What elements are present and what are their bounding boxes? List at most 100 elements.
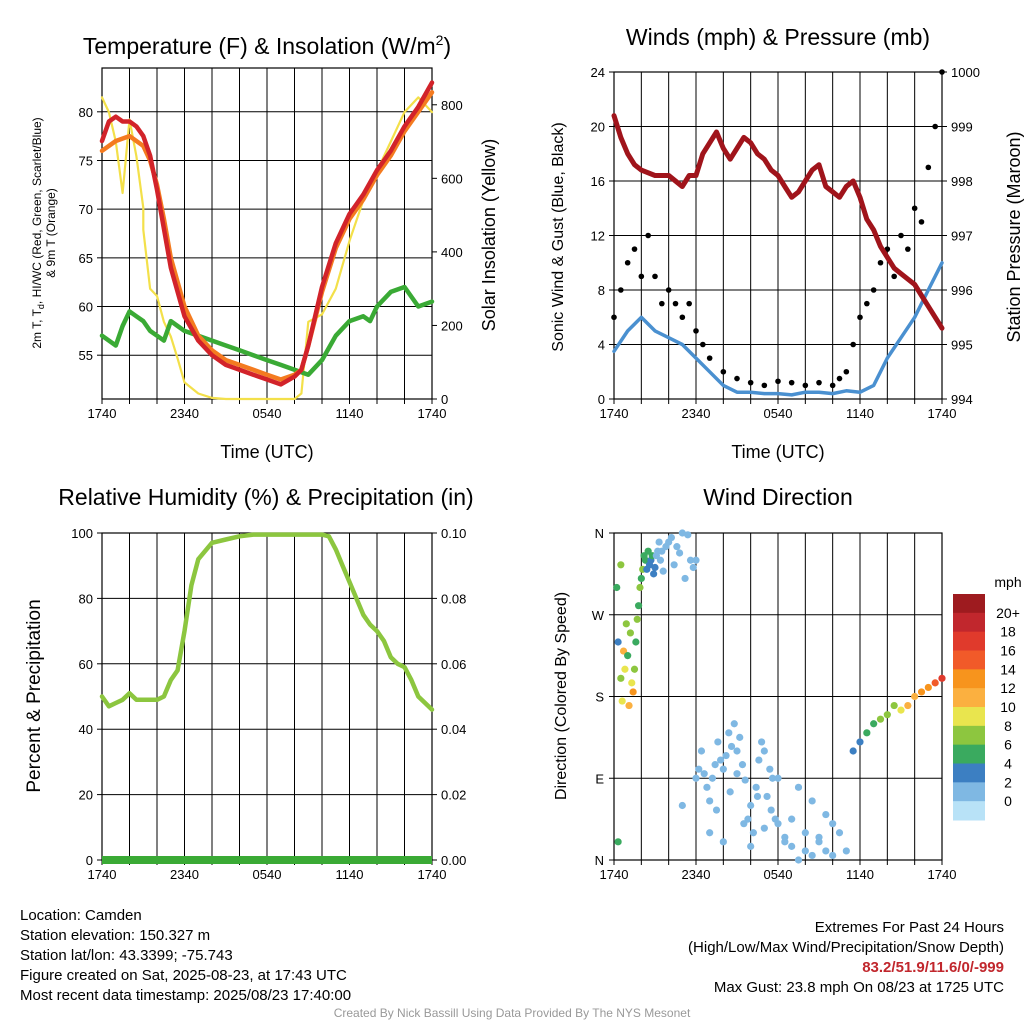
wind-direction-point	[938, 674, 946, 682]
wind-direction-point	[613, 583, 621, 592]
y2-tick-label: 800	[441, 98, 463, 113]
y2-tick-label: 400	[441, 245, 463, 260]
legend-swatch	[953, 594, 985, 614]
x-tick-label: 0540	[253, 867, 282, 882]
wind-direction-point	[625, 701, 633, 710]
y2-tick-label: 600	[441, 171, 463, 186]
wind-direction-point	[659, 567, 667, 575]
legend-label: 12	[1000, 680, 1016, 696]
y2-axis-label: Solar Insolation (Yellow)	[479, 139, 499, 331]
legend-swatch	[953, 763, 985, 783]
legend-label: 20+	[996, 605, 1020, 621]
gust-point	[761, 382, 768, 389]
y2-tick-label: 997	[951, 229, 973, 244]
y-tick-label: 40	[79, 722, 93, 737]
wind-direction-point	[706, 829, 714, 837]
y-tick-label: 4	[598, 338, 605, 353]
wind-direction-point	[725, 729, 733, 737]
y-tick-label: N	[595, 526, 604, 541]
wind-direction-point	[741, 776, 749, 784]
wind-direction-point	[904, 701, 912, 710]
y-tick-label: 75	[79, 153, 93, 168]
x-tick-label: 2340	[682, 406, 711, 421]
wind-direction-point	[842, 847, 850, 855]
wind-direction-point	[684, 531, 692, 539]
gust-point	[775, 378, 781, 385]
legend-swatch	[953, 744, 985, 764]
wind-direction-point	[794, 783, 803, 791]
y-tick-label: 80	[79, 105, 93, 120]
wind-direction-point	[822, 847, 830, 855]
gust-point	[918, 219, 925, 225]
x-tick-label: 2340	[682, 867, 711, 882]
x-tick-label: 1140	[336, 406, 364, 421]
y2-tick-label: 999	[951, 120, 973, 135]
wind-direction-point	[655, 538, 663, 546]
legend-swatch	[953, 612, 985, 633]
wind-direction-point	[692, 774, 700, 782]
legend-swatch	[953, 707, 985, 727]
wind-direction-point	[637, 574, 645, 583]
extremes-title: Extremes For Past 24 Hours	[814, 919, 1004, 936]
wind-direction-point	[876, 715, 885, 723]
panel-title-winds: Winds (mph) & Pressure (mb)	[626, 24, 930, 50]
wind-direction-point	[747, 842, 755, 850]
gust-point	[905, 246, 911, 252]
wind-direction-point	[897, 706, 905, 714]
y-tick-label: 60	[79, 300, 93, 315]
wind-direction-point	[890, 701, 898, 710]
y-axis-label: Sonic Wind & Gust (Blue, Black)	[550, 122, 567, 351]
wind-direction-point	[752, 783, 760, 791]
y-axis-label: Percent & Precipitation	[24, 599, 45, 792]
wind-direction-point	[712, 806, 721, 814]
gust-point	[618, 287, 624, 293]
wind-direction-point	[703, 783, 711, 791]
wind-direction-point	[686, 556, 695, 564]
y-tick-label: W	[592, 608, 605, 623]
y2-tick-label: 0	[441, 392, 448, 407]
wind-direction-point	[883, 711, 891, 719]
wind-direction-point	[697, 747, 706, 755]
wind-direction-point	[870, 720, 878, 728]
wind-direction-point	[931, 679, 939, 687]
y-tick-label: 60	[79, 657, 93, 672]
gust-point	[843, 368, 850, 375]
extremes-subtitle: (High/Low/Max Wind/Precipitation/Snow De…	[688, 939, 1004, 956]
wind-direction-point	[781, 833, 789, 841]
wind-direction-point	[788, 815, 796, 823]
y2-tick-label: 0.04	[441, 722, 466, 737]
wind-direction-point	[856, 738, 864, 746]
x-tick-label: 2340	[170, 867, 199, 882]
y-tick-label: 20	[79, 788, 93, 803]
wind-direction-point	[747, 801, 755, 810]
wind-direction-point	[629, 688, 637, 696]
y2-tick-label: 0.00	[441, 853, 466, 868]
gust-point	[700, 341, 706, 348]
y2-tick-label: 0.06	[441, 657, 466, 672]
y2-tick-label: 0.08	[441, 591, 466, 606]
x-tick-label: 1140	[846, 867, 874, 882]
gust-point	[939, 69, 945, 75]
legend-label: 14	[1000, 661, 1016, 677]
wind-direction-point	[719, 838, 727, 846]
gust-point	[652, 273, 658, 280]
wind-direction-point	[651, 563, 659, 572]
legend-title: mph	[994, 574, 1021, 590]
pressure-line	[611, 113, 945, 331]
gust-point	[720, 368, 727, 375]
y2-tick-label: 994	[951, 392, 973, 407]
wind-direction-point	[924, 683, 932, 692]
wind-direction-point	[801, 847, 809, 855]
wind-direction-point	[815, 838, 823, 846]
y-tick-label: 16	[591, 174, 605, 189]
wind-direction-point	[738, 761, 747, 769]
wind-direction-point	[695, 765, 703, 773]
y-tick-label: 20	[591, 120, 605, 135]
gust-point	[802, 382, 809, 389]
gust-point	[864, 300, 870, 307]
gust-point	[816, 379, 822, 386]
y2-axis-label: Station Pressure (Maroon)	[1004, 131, 1024, 342]
y-tick-label: 0	[86, 853, 93, 868]
wind-direction-point	[774, 820, 782, 828]
wind-direction-point	[706, 797, 714, 805]
